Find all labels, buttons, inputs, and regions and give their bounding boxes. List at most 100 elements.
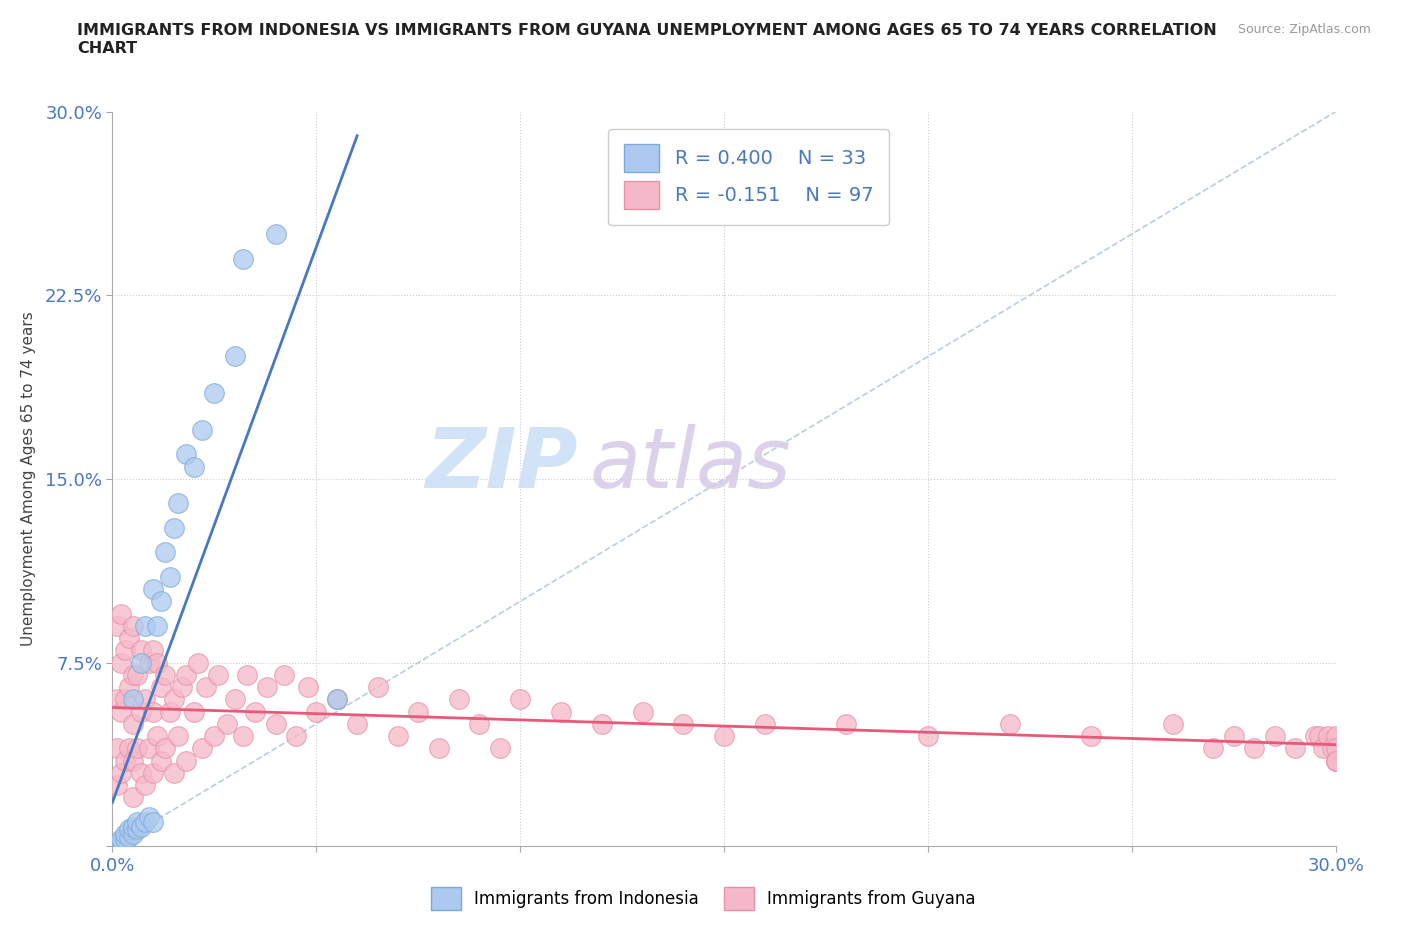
Point [134,777,156,792]
Point [118,741,141,756]
Point [1243,741,1265,756]
Point [142,704,165,719]
Point [1324,753,1347,768]
Point [366,680,388,695]
Point [1264,729,1286,744]
Point [105,836,128,851]
Point [631,704,654,719]
Point [1202,741,1225,756]
Point [174,668,197,683]
Point [204,729,226,744]
Point [1308,729,1330,744]
Point [122,819,145,834]
Point [142,765,165,780]
Point [142,643,165,658]
Point [146,729,169,744]
Point [326,692,349,707]
Text: IMMIGRANTS FROM INDONESIA VS IMMIGRANTS FROM GUYANA UNEMPLOYMENT AMONG AGES 65 T: IMMIGRANTS FROM INDONESIA VS IMMIGRANTS … [77,23,1218,56]
Point [1324,741,1347,756]
Point [125,822,148,837]
Point [215,716,238,731]
Point [236,668,259,683]
Point [105,777,128,792]
Point [150,594,173,609]
Point [159,569,181,584]
Point [105,692,128,707]
Point [183,704,205,719]
Point [110,704,132,719]
Legend: R = 0.400    N = 33, R = -0.151    N = 97: R = 0.400 N = 33, R = -0.151 N = 97 [609,128,889,224]
Point [204,386,226,401]
Point [264,716,287,731]
Point [122,716,145,731]
Point [122,668,145,683]
Text: ZIP: ZIP [425,424,578,505]
Point [138,741,160,756]
Point [232,251,254,266]
Point [163,765,186,780]
Point [408,704,430,719]
Point [118,829,141,844]
Point [1161,716,1184,731]
Point [114,831,136,846]
Point [264,227,287,242]
Point [427,741,450,756]
Point [245,704,267,719]
Point [183,459,205,474]
Point [142,582,165,597]
Point [170,680,193,695]
Point [134,692,156,707]
Point [105,741,128,756]
Point [155,545,177,560]
Point [1320,741,1343,756]
Point [346,716,368,731]
Point [129,765,152,780]
Point [174,753,197,768]
Point [232,729,254,744]
Point [129,819,152,834]
Point [129,643,152,658]
Point [672,716,695,731]
Point [256,680,278,695]
Point [122,618,145,633]
Point [509,692,531,707]
Point [122,827,145,842]
Point [387,729,409,744]
Point [713,729,735,744]
Y-axis label: Unemployment Among Ages 65 to 74 years: Unemployment Among Ages 65 to 74 years [21,312,37,646]
Point [917,729,939,744]
Text: Source: ZipAtlas.com: Source: ZipAtlas.com [1237,23,1371,36]
Point [150,680,173,695]
Point [105,618,128,633]
Point [159,704,181,719]
Point [550,704,572,719]
Point [155,741,177,756]
Point [163,521,186,536]
Point [166,496,188,511]
Point [118,822,141,837]
Point [114,643,136,658]
Point [142,815,165,830]
Point [114,753,136,768]
Point [468,716,491,731]
Point [1312,741,1334,756]
Point [1324,753,1347,768]
Point [224,692,246,707]
Point [224,349,246,364]
Point [163,692,186,707]
Point [125,815,148,830]
Point [110,834,132,849]
Point [150,753,173,768]
Point [998,716,1021,731]
Point [155,668,177,683]
Point [1324,729,1347,744]
Point [110,831,132,846]
Point [125,741,148,756]
Point [207,668,229,683]
Point [191,422,214,437]
Point [110,606,132,621]
Point [1284,741,1306,756]
Point [489,741,512,756]
Point [110,765,132,780]
Point [1305,729,1327,744]
